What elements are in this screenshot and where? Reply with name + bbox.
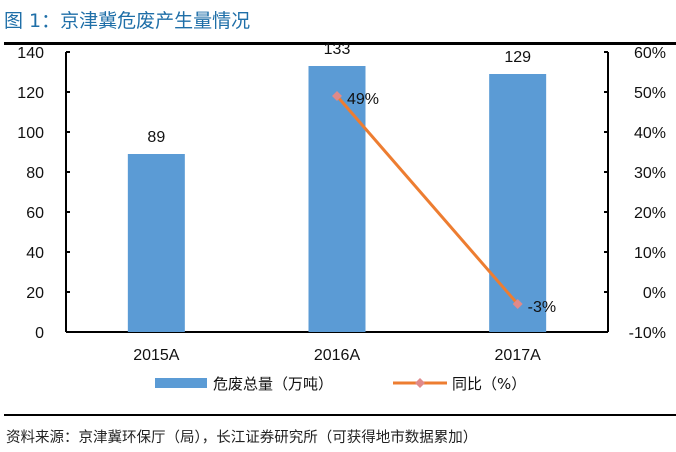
left-axis-tick-label: 140 [17, 45, 44, 62]
left-axis-tick-label: 40 [26, 245, 44, 262]
bar-data-label: 129 [504, 49, 531, 66]
x-axis-tick-label: 2016A [314, 347, 361, 364]
right-axis-tick-label: 10% [634, 245, 666, 262]
right-axis-tick-label: 40% [634, 125, 666, 142]
bar-2016A [308, 66, 366, 332]
legend-bar-swatch [155, 378, 207, 388]
bar-data-label: 133 [324, 41, 351, 58]
yoy-data-label: -3% [528, 299, 556, 316]
right-axis-tick-label: 50% [634, 85, 666, 102]
top-rule [4, 42, 676, 45]
yoy-data-label: 49% [347, 91, 379, 108]
yoy-point-marker [332, 91, 342, 101]
left-axis-tick-label: 0 [35, 325, 44, 342]
bottom-rule [4, 414, 676, 416]
left-axis-tick-label: 20 [26, 285, 44, 302]
left-axis-tick-label: 120 [17, 85, 44, 102]
x-axis-tick-label: 2015A [133, 347, 180, 364]
left-axis-tick-label: 100 [17, 125, 44, 142]
yoy-point-marker [512, 299, 523, 309]
bar-data-label: 89 [147, 129, 165, 146]
left-axis-tick-label: 60 [26, 205, 44, 222]
right-axis-tick-label: 30% [634, 165, 666, 182]
right-axis-tick-label: 20% [634, 205, 666, 222]
left-axis-tick-label: 80 [26, 165, 44, 182]
bar-2017A [489, 74, 547, 332]
x-axis-tick-label: 2017A [495, 347, 542, 364]
yoy-line [335, 95, 519, 305]
figure-title: 图 1：京津冀危废产生量情况 [4, 10, 251, 32]
legend-line-marker [415, 378, 425, 388]
legend-line-label: 同比（%） [452, 375, 526, 393]
right-axis-tick-label: -10% [629, 325, 666, 342]
right-axis-tick-label: 60% [634, 45, 666, 62]
legend-bar-label: 危废总量（万吨） [213, 375, 333, 393]
right-axis-tick-label: 0% [643, 285, 666, 302]
bar-2015A [127, 154, 185, 332]
source-note: 资料来源：京津冀环保厅（局），长江证券研究所（可获得地市数据累加） [6, 430, 478, 446]
